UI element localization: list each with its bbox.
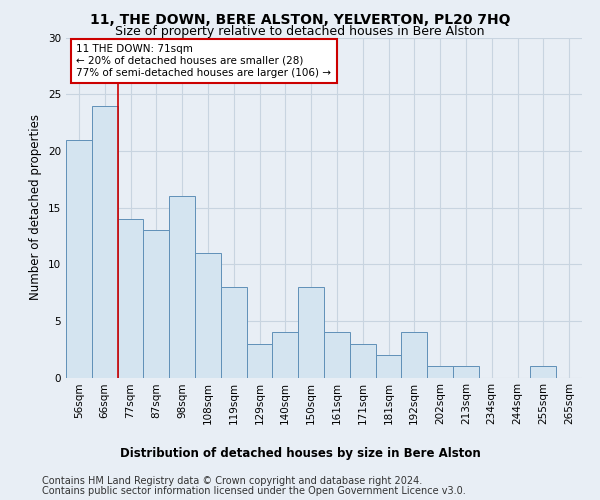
Bar bbox=[427, 366, 453, 378]
Bar bbox=[350, 344, 376, 378]
Text: 11, THE DOWN, BERE ALSTON, YELVERTON, PL20 7HQ: 11, THE DOWN, BERE ALSTON, YELVERTON, PL… bbox=[90, 12, 510, 26]
Bar bbox=[66, 140, 92, 378]
Bar bbox=[298, 287, 324, 378]
Bar bbox=[453, 366, 479, 378]
Bar bbox=[401, 332, 427, 378]
Y-axis label: Number of detached properties: Number of detached properties bbox=[29, 114, 43, 300]
Bar bbox=[221, 287, 247, 378]
Bar bbox=[143, 230, 169, 378]
Text: Distribution of detached houses by size in Bere Alston: Distribution of detached houses by size … bbox=[119, 448, 481, 460]
Bar bbox=[324, 332, 350, 378]
Text: Size of property relative to detached houses in Bere Alston: Size of property relative to detached ho… bbox=[115, 25, 485, 38]
Bar bbox=[272, 332, 298, 378]
Bar bbox=[118, 219, 143, 378]
Bar bbox=[92, 106, 118, 378]
Text: 11 THE DOWN: 71sqm
← 20% of detached houses are smaller (28)
77% of semi-detache: 11 THE DOWN: 71sqm ← 20% of detached hou… bbox=[76, 44, 331, 78]
Bar bbox=[530, 366, 556, 378]
Bar bbox=[169, 196, 195, 378]
Text: Contains public sector information licensed under the Open Government Licence v3: Contains public sector information licen… bbox=[42, 486, 466, 496]
Bar bbox=[195, 253, 221, 378]
Text: Contains HM Land Registry data © Crown copyright and database right 2024.: Contains HM Land Registry data © Crown c… bbox=[42, 476, 422, 486]
Bar bbox=[376, 355, 401, 378]
Bar bbox=[247, 344, 272, 378]
